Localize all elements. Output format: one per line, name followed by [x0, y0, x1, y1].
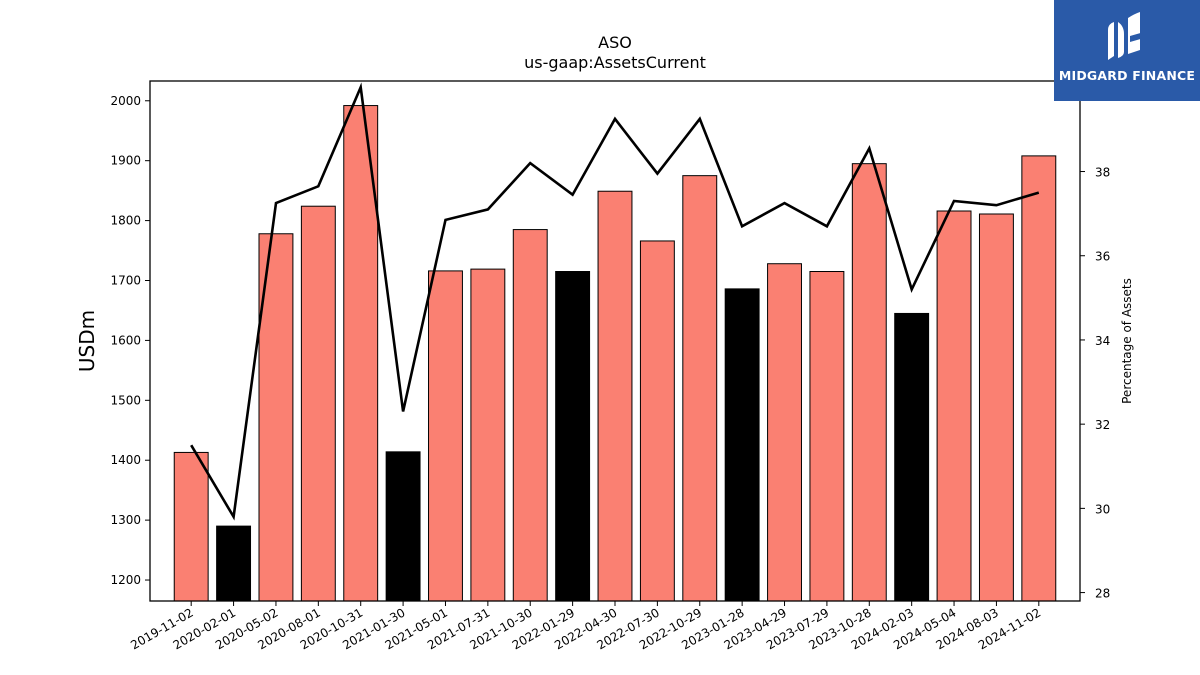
brand-logo-text: MIDGARD FINANCE: [1058, 68, 1196, 83]
y2-tick-label: 32: [1095, 418, 1110, 432]
bar-2021-10-30: [512, 229, 548, 602]
bar-2022-01-29: [555, 271, 591, 602]
y-tick-label: 1800: [110, 214, 141, 228]
y2-axis-label: Percentage of Assets: [1120, 278, 1134, 404]
y-tick-label: 1500: [110, 393, 141, 407]
bar-2022-07-30: [639, 240, 675, 602]
y2-tick-label: 36: [1095, 250, 1110, 264]
bar-2024-11-02: [1021, 155, 1057, 602]
y2-tick-label: 30: [1095, 502, 1110, 516]
y-tick-label: 1700: [110, 273, 141, 287]
y-left-axis: 1200 1300 1400 1500 1600 1700 1800 1900 2000: [110, 94, 150, 587]
bar-2019-11-02: [173, 451, 209, 602]
bar-2023-01-28: [724, 288, 760, 602]
bar-2020-08-01: [300, 205, 336, 602]
line-layer: [190, 82, 1040, 521]
bars-layer: [173, 105, 1057, 602]
bar-2021-07-31: [470, 268, 506, 602]
chart-subtitle: us-gaap:AssetsCurrent: [524, 53, 706, 72]
y-tick-label: 1600: [110, 333, 141, 347]
y2-tick-label: 38: [1095, 166, 1110, 180]
bar-2020-02-01: [216, 525, 252, 602]
y-axis-label: USDm: [75, 310, 99, 372]
bar-2021-01-30: [385, 451, 421, 602]
y-right-axis: 28303234363840: [1080, 81, 1110, 601]
chart-title: ASO: [598, 33, 632, 52]
x-axis: 2019-11-022020-02-012020-05-022020-08-01…: [128, 601, 1043, 652]
midgard-logo-icon: [1108, 12, 1144, 60]
y-tick-label: 2000: [110, 94, 141, 108]
y2-tick-label: 34: [1095, 334, 1110, 348]
bar-2023-07-29: [809, 271, 845, 602]
bar-2023-10-28: [851, 163, 887, 602]
bar-2020-10-31: [343, 105, 379, 602]
y-tick-label: 1200: [110, 573, 141, 587]
y-tick-label: 1300: [110, 513, 141, 527]
y-tick-label: 1900: [110, 154, 141, 168]
y-tick-label: 1400: [110, 453, 141, 467]
y2-tick-label: 28: [1095, 587, 1110, 601]
bar-2024-08-03: [978, 213, 1014, 602]
bar-2023-04-29: [767, 263, 802, 602]
brand-logo: MIDGARD FINANCE: [1054, 0, 1200, 101]
bar-2022-10-29: [682, 175, 718, 602]
bar-2024-05-04: [936, 210, 972, 602]
bar-2022-04-30: [597, 190, 633, 602]
bar-2024-02-03: [894, 312, 930, 602]
bar-2021-05-01: [428, 270, 463, 602]
